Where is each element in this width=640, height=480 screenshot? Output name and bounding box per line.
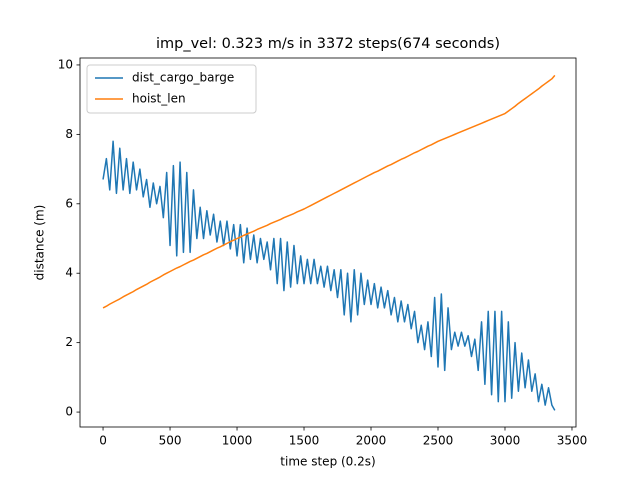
plot-frame — [79, 57, 577, 428]
x-axis-label: time step (0.2s) — [280, 455, 375, 469]
y-axis-label: distance (m) — [33, 205, 47, 281]
y-tick-label: 10 — [58, 57, 73, 71]
x-tick-label: 2500 — [423, 434, 454, 448]
x-tick-label: 3000 — [490, 434, 521, 448]
y-tick-label: 2 — [65, 335, 73, 349]
x-tick-label: 2000 — [356, 434, 387, 448]
y-tick-label: 0 — [65, 405, 73, 419]
x-tick-label: 0 — [99, 434, 107, 448]
line-series — [102, 74, 556, 309]
y-tick-label: 6 — [65, 196, 73, 210]
x-tick-label: 500 — [159, 434, 182, 448]
y-tick-label: 4 — [65, 266, 73, 280]
line-series — [102, 140, 556, 411]
y-tick-label: 8 — [65, 127, 73, 141]
x-tick-label: 1500 — [289, 434, 320, 448]
x-tick-label: 3500 — [557, 434, 588, 448]
chart-title: imp_vel: 0.323 m/s in 3372 steps(674 sec… — [156, 36, 500, 52]
legend-label: dist_cargo_barge — [132, 71, 234, 85]
legend-label: hoist_len — [132, 92, 186, 106]
x-tick-label: 1000 — [222, 434, 253, 448]
legend: dist_cargo_barge hoist_len — [86, 64, 257, 114]
legend-box — [86, 64, 257, 114]
